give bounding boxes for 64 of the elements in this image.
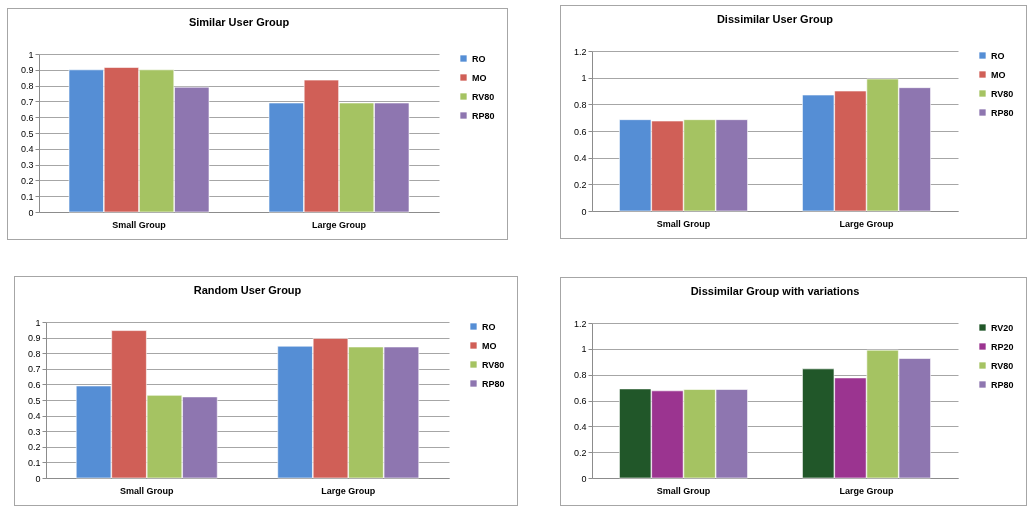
y-tick-label: 0.5 — [20, 128, 34, 139]
y-tick-label: 0.8 — [573, 99, 587, 110]
y-tick-label: 0.8 — [573, 370, 587, 381]
y-tick-label: 0.9 — [20, 65, 34, 76]
chart-title: Similar User Group — [188, 16, 290, 28]
y-tick-label: 0.1 — [27, 457, 41, 468]
y-tick-label: 0.2 — [573, 447, 587, 458]
y-tick-label: 1 — [581, 73, 587, 84]
x-tick-label: Small Group — [656, 218, 711, 229]
legend-label: RP80 — [991, 107, 1014, 118]
legend-label: RV80 — [472, 91, 495, 102]
x-tick-label: Small Group — [112, 219, 167, 230]
x-tick-label: Large Group — [311, 219, 367, 230]
chart-title: Dissimilar User Group — [716, 13, 834, 25]
y-tick-label: 0 — [28, 207, 34, 218]
legend-label: RP80 — [991, 379, 1014, 390]
legend-label: RV20 — [991, 322, 1014, 333]
y-tick-label: 0.2 — [20, 175, 34, 186]
legend-label: RO — [991, 50, 1005, 61]
legend-label: RO — [472, 53, 486, 64]
y-tick-label: 0.4 — [573, 421, 587, 432]
y-tick-label: 0.6 — [573, 396, 587, 406]
y-tick-label: 1.2 — [573, 318, 587, 329]
y-tick-label: 1.2 — [573, 46, 587, 57]
chart-title: Dissimilar Group with variations — [690, 285, 860, 297]
legend-label: RP80 — [472, 110, 495, 121]
y-tick-label: 0.7 — [20, 96, 34, 107]
y-tick-label: 0 — [35, 473, 41, 484]
y-tick-label: 1 — [581, 344, 587, 355]
y-tick-label: 0.4 — [573, 153, 587, 164]
y-tick-label: 1 — [35, 317, 41, 328]
y-tick-label: 0.4 — [20, 144, 34, 155]
y-tick-label: 0.6 — [573, 126, 587, 137]
legend-label: RV80 — [991, 88, 1014, 99]
y-tick-label: 0.3 — [20, 160, 34, 171]
y-tick-label: 0.2 — [573, 179, 587, 190]
y-tick-label: 0.9 — [27, 333, 41, 344]
x-tick-label: Small Group — [656, 485, 711, 496]
y-tick-label: 0.3 — [27, 426, 41, 437]
chart-title: Random User Group — [193, 284, 302, 296]
x-tick-label: Large Group — [321, 485, 376, 496]
y-tick-label: 0.8 — [27, 348, 41, 359]
legend-label: MO — [472, 72, 487, 83]
x-tick-label: Large Group — [839, 485, 894, 496]
y-tick-label: 0.5 — [27, 395, 41, 406]
y-tick-label: 0.7 — [27, 364, 41, 375]
legend-label: RV80 — [482, 359, 505, 370]
legend-label: MO — [991, 69, 1006, 80]
y-tick-label: 0 — [581, 206, 587, 217]
legend-label: RP80 — [482, 378, 505, 389]
y-tick-label: 0.4 — [27, 411, 41, 422]
legend-label: MO — [482, 340, 497, 351]
y-tick-label: 1 — [28, 49, 34, 60]
y-tick-label: 0 — [581, 473, 587, 484]
legend-label: RV80 — [991, 360, 1014, 371]
legend-label: RO — [482, 321, 496, 332]
y-tick-label: 0.2 — [27, 442, 41, 453]
y-tick-label: 0.8 — [20, 81, 34, 92]
x-tick-label: Small Group — [119, 485, 174, 496]
x-tick-label: Large Group — [839, 218, 894, 229]
legend-label: RP20 — [991, 341, 1014, 352]
y-tick-label: 0.6 — [27, 379, 41, 390]
y-tick-label: 0.1 — [20, 191, 34, 202]
y-tick-label: 0.6 — [20, 112, 34, 123]
